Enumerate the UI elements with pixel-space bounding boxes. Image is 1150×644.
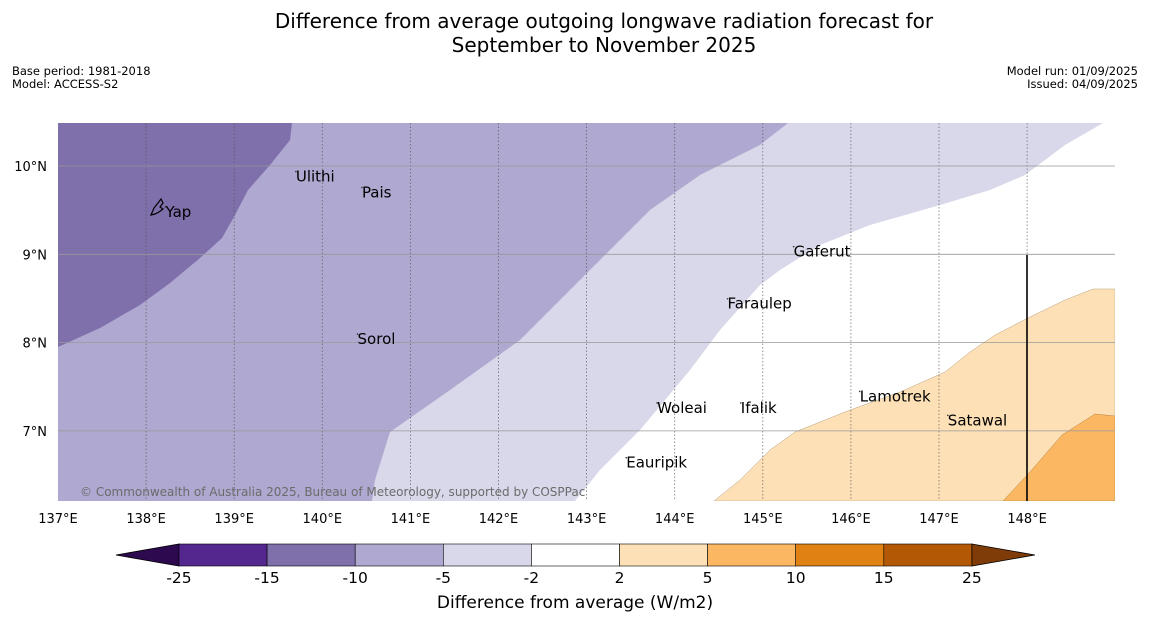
colorbar-tick-label: 25 [962, 569, 982, 587]
y-tick-label: 10°N [14, 160, 47, 175]
x-tick-label: 140°E [303, 512, 343, 527]
issued-text: Issued: 04/09/2025 [1027, 77, 1138, 91]
x-tick-label: 144°E [655, 512, 695, 527]
place-marker [164, 206, 167, 208]
copyright-text: © Commonwealth of Australia 2025, Bureau… [80, 485, 585, 499]
colorbar-tick-label: -15 [254, 569, 279, 587]
x-tick-label: 138°E [126, 512, 166, 527]
x-tick-label: 146°E [831, 512, 871, 527]
yap-island-outline [149, 197, 165, 216]
meta-right: Model run: 01/09/2025 Issued: 04/09/2025 [1007, 65, 1138, 91]
colorbar-swatch [178, 543, 268, 567]
anomaly-band-orange [1002, 413, 1115, 501]
colorbar-tick-label: 2 [615, 569, 625, 587]
anomaly-band-medium-purple [58, 123, 788, 501]
colorbar-tick-label: 15 [874, 569, 894, 587]
place-label: Eauripik [626, 454, 687, 472]
place-marker [656, 402, 658, 404]
x-tick-label: 148°E [1007, 512, 1047, 527]
colorbar-swatch [354, 543, 444, 567]
colorbar-swatch [883, 543, 973, 567]
place-label: Ifalik [741, 399, 777, 417]
place-labels: Yap Ulithi Pais Gaferut Faraulep Sorol Lamotre… [164, 168, 1007, 472]
place-marker [356, 333, 359, 335]
place-marker [947, 414, 949, 417]
place-marker [858, 390, 861, 393]
axis-tick-labels: 137°E 138°E 139°E 140°E 141°E 142°E 143°E 144°E… [14, 160, 1047, 527]
map-field: © Commonwealth of Australia 2025, Bureau… [58, 123, 1115, 501]
place-marker [625, 456, 628, 459]
anomaly-band-dark-purple [58, 123, 292, 347]
colorbar-swatch [531, 543, 620, 567]
place-marker [295, 170, 297, 173]
place-label: Sorol [358, 330, 396, 348]
x-tick-label: 147°E [919, 512, 959, 527]
map-title-line2: September to November 2025 [451, 33, 757, 57]
colorbar-tick-label: -10 [343, 569, 368, 587]
x-tick-label: 143°E [567, 512, 607, 527]
place-marker [792, 245, 795, 248]
colorbar-tick-label: -5 [436, 569, 451, 587]
colorbar-swatch [619, 543, 708, 567]
map-gridlines [58, 123, 1115, 501]
meta-left: Base period: 1981-2018 Model: ACCESS-S2 [12, 65, 151, 91]
place-label: Ulithi [296, 168, 335, 186]
model-text: Model: ACCESS-S2 [12, 77, 119, 91]
x-tick-label: 137°E [38, 512, 78, 527]
place-marker [361, 186, 363, 189]
x-tick-label: 145°E [743, 512, 783, 527]
x-tick-label: 141°E [391, 512, 431, 527]
colorbar-swatch [795, 543, 885, 567]
colorbar: -25 -15 -10 -5 -2 2 5 10 15 25 [115, 543, 1035, 587]
place-marker [726, 297, 729, 300]
place-label: Faraulep [728, 295, 792, 313]
place-label: Pais [362, 183, 392, 201]
colorbar-tick-label: 10 [786, 569, 806, 587]
place-label: Satawal [948, 411, 1007, 429]
colorbar-under-arrow [115, 543, 180, 567]
y-tick-label: 9°N [23, 248, 48, 263]
colorbar-title: Difference from average (W/m2) [436, 593, 714, 613]
place-label: Woleai [657, 399, 707, 417]
colorbar-swatch [707, 543, 796, 567]
colorbar-swatch [442, 543, 532, 567]
map-title-line1: Difference from average outgoing longwav… [274, 9, 934, 33]
x-tick-label: 142°E [479, 512, 519, 527]
base-period-text: Base period: 1981-2018 [12, 64, 151, 78]
colorbar-over-arrow [971, 543, 1035, 567]
place-label: Gaferut [794, 243, 851, 261]
x-tick-label: 139°E [214, 512, 254, 527]
place-label: Yap [164, 203, 191, 221]
colorbar-tick-label: 5 [703, 569, 713, 587]
colorbar-swatch [266, 543, 356, 567]
y-tick-label: 7°N [23, 425, 48, 440]
y-tick-label: 8°N [23, 337, 48, 352]
model-run-text: Model run: 01/09/2025 [1006, 64, 1138, 78]
colorbar-tick-label: -2 [524, 569, 539, 587]
place-marker [739, 402, 742, 404]
place-label: Lamotrek [860, 387, 931, 405]
colorbar-tick-label: -25 [166, 569, 191, 587]
anomaly-band-light-orange [713, 288, 1115, 501]
map-title: Difference from average outgoing longwav… [0, 9, 1150, 57]
